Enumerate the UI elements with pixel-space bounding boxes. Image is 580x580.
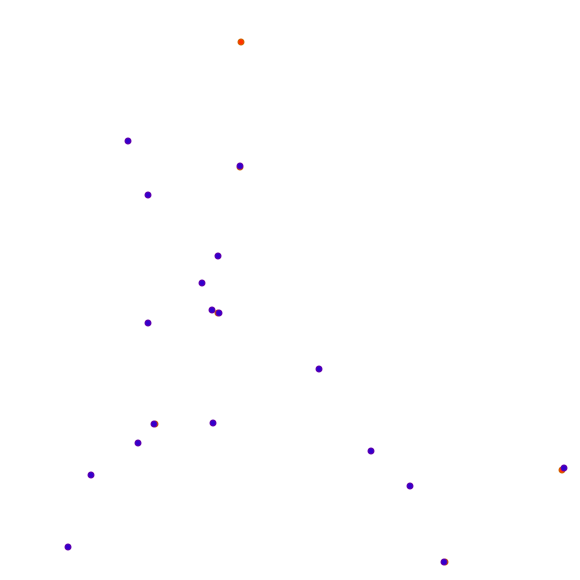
series-2-point-1 — [124, 137, 132, 145]
series-2-point-14 — [87, 471, 95, 479]
series-2-point-6 — [208, 306, 216, 314]
series-1 — [151, 38, 566, 566]
series-2-point-11 — [150, 420, 158, 428]
series-2-point-8 — [144, 319, 152, 327]
series-2-point-12 — [134, 439, 142, 447]
series-2-point-13 — [367, 447, 375, 455]
series-2-point-18 — [440, 558, 448, 566]
series-2-point-7 — [215, 309, 223, 317]
series-2-point-15 — [406, 482, 414, 490]
series-2-point-5 — [198, 279, 206, 287]
series-2-point-3 — [144, 191, 152, 199]
series-2-point-10 — [209, 419, 217, 427]
series-2 — [64, 137, 568, 566]
series-2-point-4 — [214, 252, 222, 260]
series-layer — [64, 38, 568, 566]
series-2-point-9 — [315, 365, 323, 373]
series-1-point-1 — [237, 38, 245, 46]
series-2-point-2 — [236, 162, 244, 170]
series-2-point-16 — [560, 464, 568, 472]
series-2-point-17 — [64, 543, 72, 551]
